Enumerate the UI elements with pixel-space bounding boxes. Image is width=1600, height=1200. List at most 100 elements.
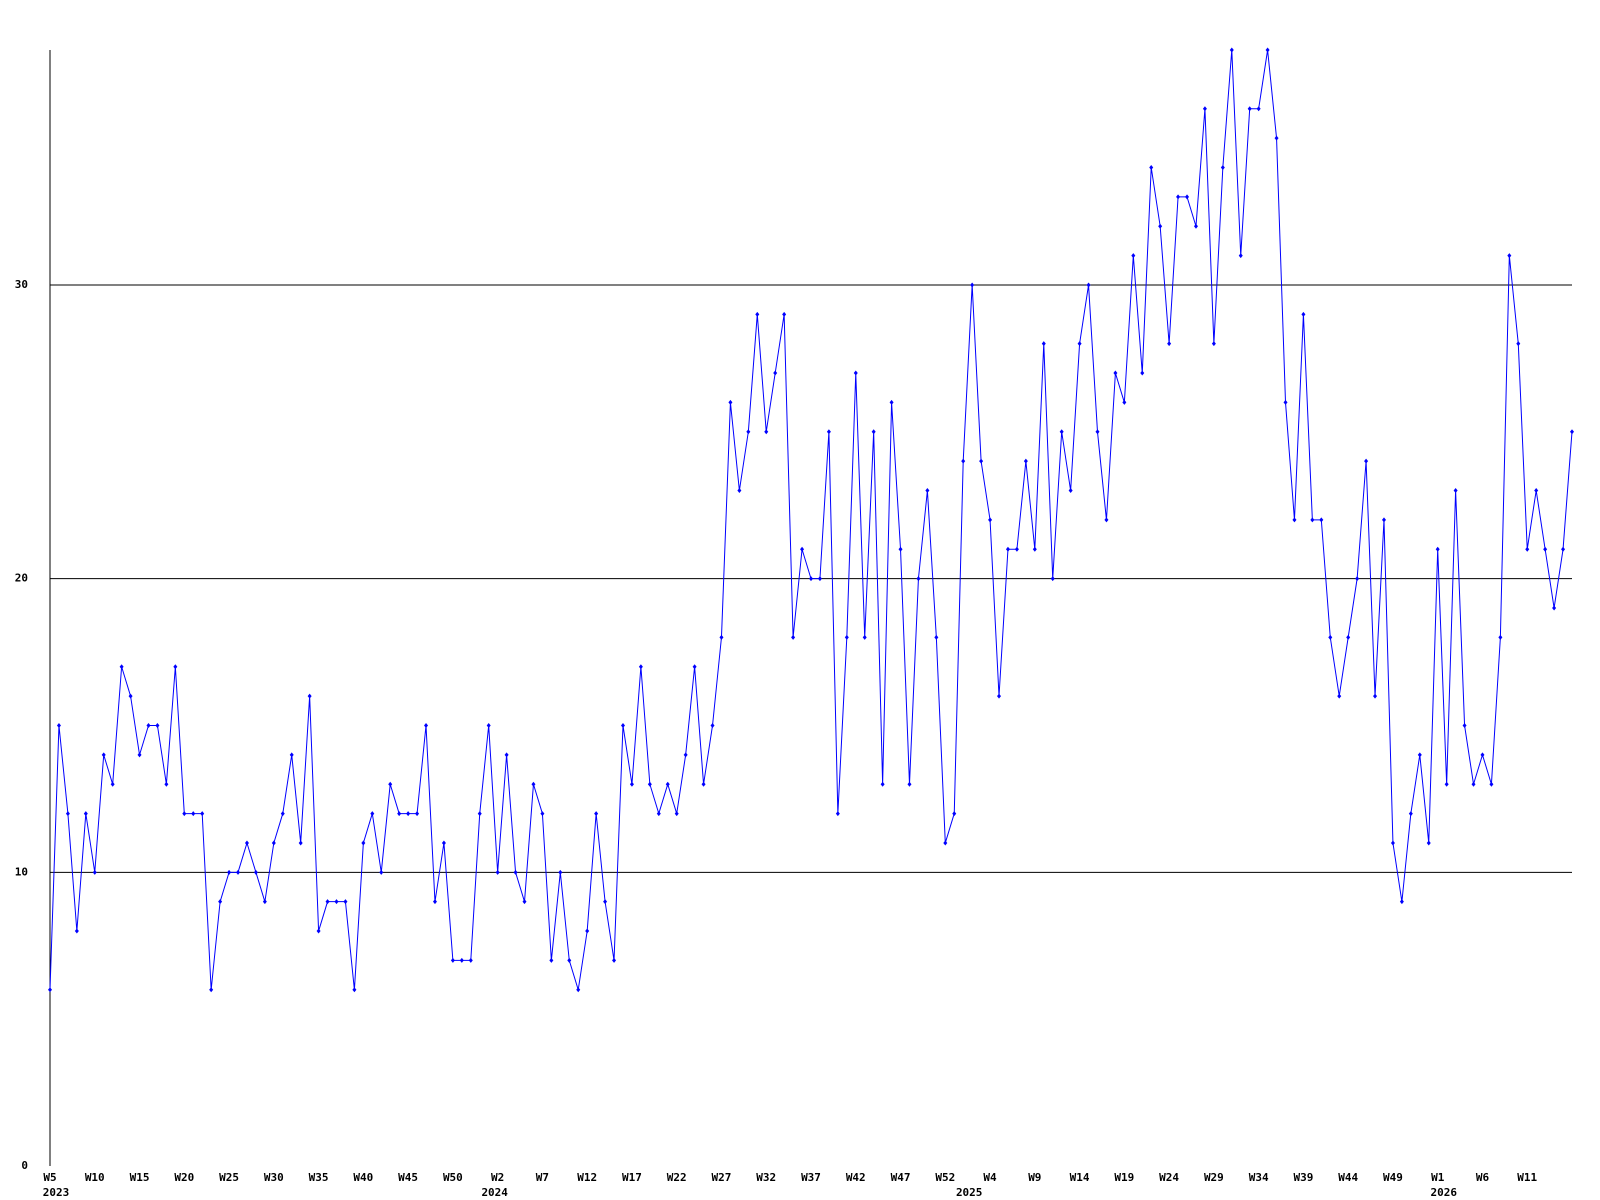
x-tick-label: W42 — [846, 1171, 866, 1184]
data-point — [262, 899, 267, 905]
data-point — [307, 693, 312, 699]
data-point — [48, 987, 52, 993]
data-point — [925, 488, 930, 494]
data-point — [719, 634, 724, 640]
data-point — [1185, 194, 1190, 200]
data-point — [504, 752, 509, 758]
data-point — [1023, 458, 1028, 464]
data-point — [603, 899, 608, 905]
data-point — [764, 429, 769, 435]
data-point — [352, 987, 357, 993]
data-point — [961, 458, 966, 464]
data-point — [800, 546, 805, 552]
data-point — [1453, 488, 1458, 494]
data-point — [218, 899, 223, 905]
data-point — [934, 634, 939, 640]
x-tick-label: W15 — [130, 1171, 150, 1184]
x-tick-label: W24 — [1159, 1171, 1179, 1184]
data-line — [49, 49, 1573, 990]
x-tick-label: W47 — [891, 1171, 911, 1184]
data-point — [1516, 341, 1521, 347]
data-point — [880, 781, 885, 787]
data-point — [710, 722, 715, 728]
data-point — [773, 370, 778, 376]
x-tick-label: W20 — [174, 1171, 194, 1184]
data-point — [791, 634, 796, 640]
data-point — [674, 811, 679, 817]
data-point — [83, 811, 88, 817]
data-point — [826, 429, 831, 435]
data-point — [1444, 781, 1449, 787]
data-point — [916, 576, 921, 582]
x-tick-label: W44 — [1338, 1171, 1358, 1184]
data-point — [1113, 370, 1118, 376]
data-point — [1408, 811, 1413, 817]
data-point — [1534, 488, 1539, 494]
data-point — [1086, 282, 1091, 288]
data-point — [343, 899, 348, 905]
data-point — [388, 781, 393, 787]
data-point — [522, 899, 527, 905]
data-point — [1373, 693, 1378, 699]
data-point — [549, 957, 554, 963]
data-point — [594, 811, 599, 817]
x-tick-label: W45 — [398, 1171, 418, 1184]
data-point — [620, 722, 625, 728]
x-tick-label: W37 — [801, 1171, 821, 1184]
data-point — [531, 781, 536, 787]
data-point — [1140, 370, 1145, 376]
data-point — [1570, 429, 1574, 435]
data-point — [817, 576, 822, 582]
data-point — [1247, 106, 1252, 112]
data-point — [1498, 634, 1503, 640]
data-point — [191, 811, 196, 817]
data-point — [92, 869, 97, 875]
data-point — [513, 869, 518, 875]
data-point — [835, 811, 840, 817]
x-tick-label: W5 — [43, 1171, 56, 1184]
data-point — [1426, 840, 1431, 846]
data-point — [1417, 752, 1422, 758]
data-point — [424, 722, 429, 728]
data-point — [397, 811, 402, 817]
data-point — [406, 811, 411, 817]
data-point — [182, 811, 187, 817]
data-point — [862, 634, 867, 640]
data-point — [1364, 458, 1369, 464]
x-tick-label: W7 — [536, 1171, 549, 1184]
x-tick-label: W30 — [264, 1171, 284, 1184]
data-point — [379, 869, 384, 875]
data-point — [110, 781, 115, 787]
x-tick-label: W29 — [1204, 1171, 1224, 1184]
data-point — [576, 987, 581, 993]
x-tick-label: W10 — [85, 1171, 105, 1184]
data-point — [1229, 47, 1234, 53]
data-point — [1167, 341, 1172, 347]
x-tick-label: W4 — [983, 1171, 997, 1184]
data-point — [728, 399, 733, 405]
data-point — [65, 811, 70, 817]
data-point — [1265, 47, 1270, 53]
x-tick-label: W52 — [935, 1171, 955, 1184]
data-point — [1301, 311, 1306, 317]
data-point — [1543, 546, 1548, 552]
x-tick-label: W35 — [309, 1171, 329, 1184]
data-point — [1552, 605, 1557, 611]
data-point — [289, 752, 294, 758]
data-point — [1202, 106, 1207, 112]
data-point — [1104, 517, 1109, 523]
data-point — [370, 811, 375, 817]
data-point — [683, 752, 688, 758]
data-point — [1292, 517, 1297, 523]
data-point — [1131, 253, 1136, 259]
data-point — [1399, 899, 1404, 905]
data-point — [415, 811, 420, 817]
data-point — [128, 693, 133, 699]
data-point — [209, 987, 214, 993]
data-point — [907, 781, 912, 787]
data-point — [137, 752, 142, 758]
data-point — [1059, 429, 1064, 435]
data-point — [1390, 840, 1395, 846]
data-point — [755, 311, 760, 317]
data-point — [1238, 253, 1243, 259]
